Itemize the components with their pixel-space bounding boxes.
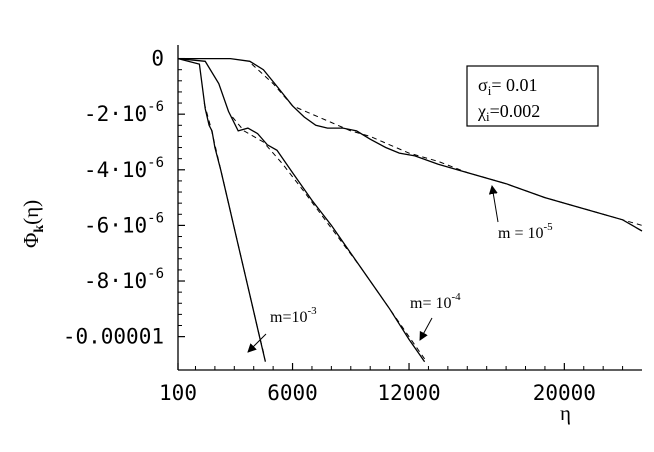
y-tick-label: 0	[151, 47, 164, 71]
y-tick-label: -2·10-6	[84, 99, 164, 126]
x-axis-title: η	[560, 401, 571, 425]
series-line-4	[232, 116, 426, 360]
annotation-arrow-3	[488, 185, 499, 223]
series-layer	[177, 57, 643, 363]
x-tick-label: 6000	[267, 381, 318, 405]
annotation-arrow-1	[247, 333, 267, 353]
annotation-layer: m=10-3 m= 10-4 m = 10-5	[247, 185, 553, 353]
y-tick-label: -6·10-6	[84, 210, 164, 237]
series-line-2	[203, 102, 265, 357]
series-line-6	[251, 63, 643, 226]
annotation-arrow-2	[419, 317, 433, 341]
x-tick-label: 12000	[377, 381, 440, 405]
y-tick-label: -0.00001	[63, 325, 164, 349]
legend-chi: χi=0.002	[477, 101, 540, 124]
series-line-1	[177, 57, 267, 362]
axes: 0 -2·10-6 -4·10-6 -6·10-6 -8·10-6 -0.00001 100…	[63, 45, 642, 405]
y-tick-label: -4·10-6	[84, 155, 164, 182]
annotation-label-2: m= 10-4	[410, 291, 461, 312]
annotation-label-3: m = 10-5	[498, 221, 553, 242]
y-axis-title: Φk(η)	[19, 200, 47, 248]
x-tick-label: 20000	[533, 381, 596, 405]
legend-sigma: σi= 0.01	[478, 75, 537, 98]
annotation-label-1: m=10-3	[270, 305, 317, 326]
x-tick-label: 100	[159, 381, 197, 405]
y-tick-label: -8·10-6	[84, 266, 164, 293]
legend-box: σi= 0.01 χi=0.002	[466, 65, 599, 127]
